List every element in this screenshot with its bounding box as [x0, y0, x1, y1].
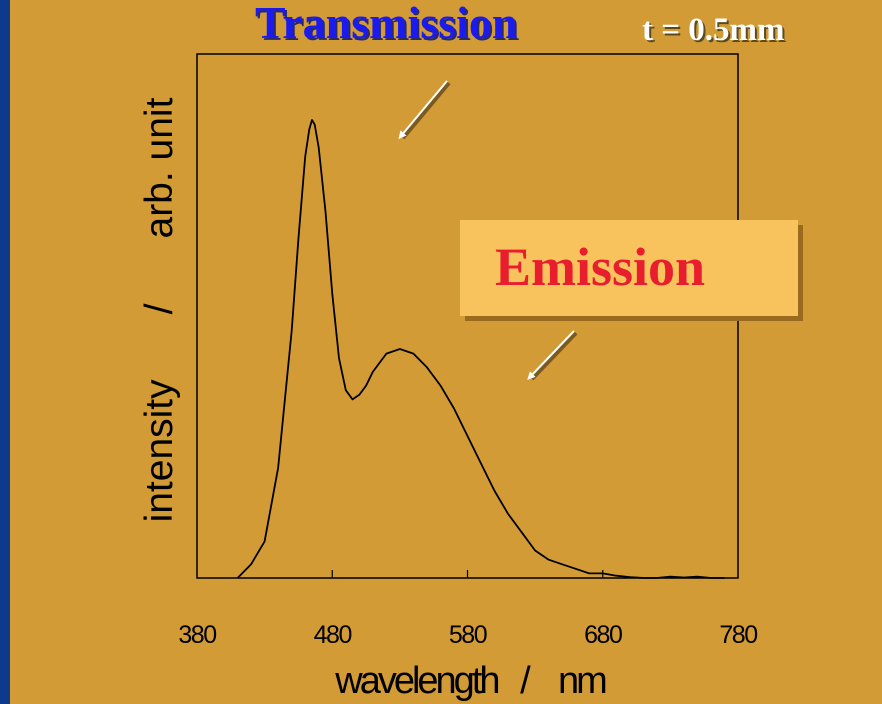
x-axis-label: wavelength / nm [335, 660, 607, 702]
thickness-label: t = 0.5mm [642, 12, 785, 48]
x-tick-label: 780 [719, 621, 757, 649]
emission-label: Emission [495, 237, 706, 297]
emission-spectrum-line [236, 119, 725, 579]
x-tick-label: 580 [449, 621, 487, 649]
emission-callout: Emission [460, 220, 798, 316]
emission-arrow [527, 330, 578, 381]
x-tick-label: 480 [314, 621, 352, 649]
transmission-arrow [398, 80, 451, 140]
x-tick-label: 380 [178, 621, 216, 649]
x-tick-labels: 380 480 580 680 780 [178, 621, 758, 649]
x-tick-label: 680 [584, 621, 622, 649]
y-axis-label: intensity / arb. unit [138, 97, 181, 523]
x-tick-marks [331, 570, 604, 578]
plot-frame [196, 53, 739, 579]
transmission-title: Transmission [255, 0, 518, 48]
slide-background [10, 0, 882, 704]
